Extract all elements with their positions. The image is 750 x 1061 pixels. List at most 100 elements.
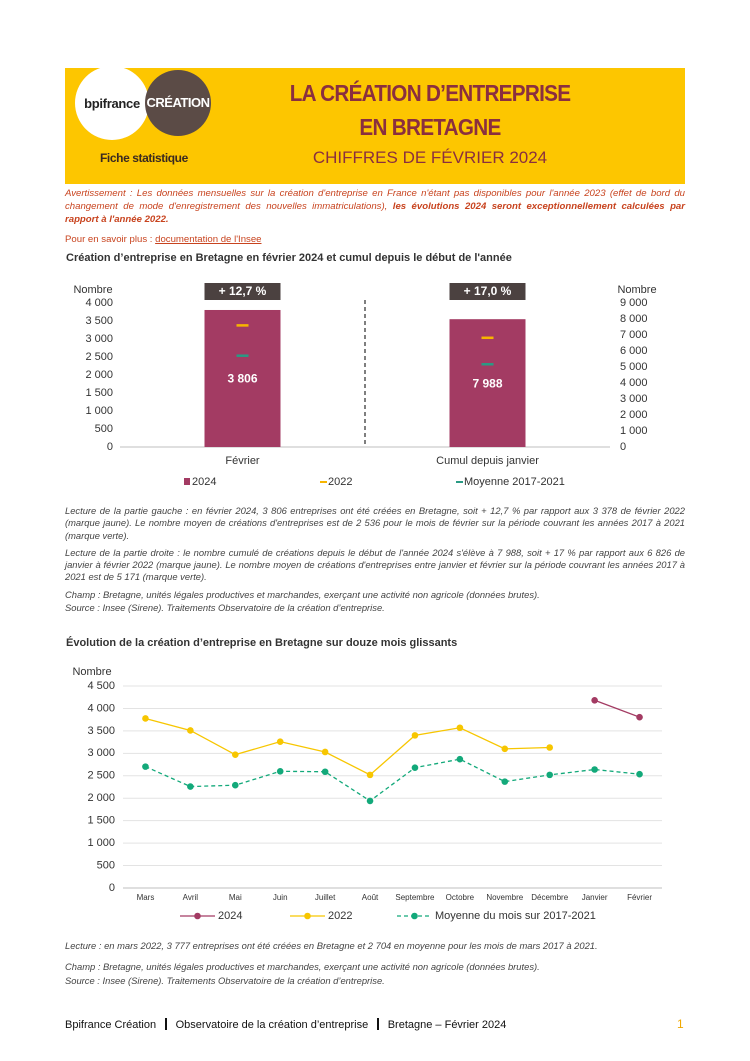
warning-text: Avertissement : Les données mensuelles s… bbox=[65, 188, 685, 212]
legend-label: 2022 bbox=[328, 476, 352, 488]
point bbox=[456, 755, 464, 763]
logo-creation: CRÉATION bbox=[145, 70, 211, 136]
legend-label: Moyenne 2017-2021 bbox=[464, 476, 565, 488]
point bbox=[501, 778, 509, 785]
warning: Avertissement : Les données mensuelles s… bbox=[65, 187, 685, 226]
y2-tick-label: 3 000 bbox=[620, 393, 648, 405]
legend-label: 2024 bbox=[218, 910, 242, 922]
y2-tick-label: 8 000 bbox=[620, 313, 648, 325]
point bbox=[546, 744, 554, 751]
point bbox=[142, 715, 149, 722]
footer: Bpifrance Création Observatoire de la cré… bbox=[65, 1018, 506, 1031]
logo-text: CRÉATION bbox=[146, 95, 210, 110]
note: Source : Insee (Sirene). Traitements Obs… bbox=[65, 602, 385, 614]
more-info: Pour en savoir plus : documentation de l… bbox=[65, 234, 262, 245]
y-tick-label: 1 000 bbox=[85, 405, 113, 417]
point bbox=[636, 713, 643, 721]
point bbox=[276, 767, 284, 775]
point bbox=[636, 770, 643, 778]
note: Lecture de la partie droite : le nombre … bbox=[65, 546, 685, 583]
y2-tick-label: 4 000 bbox=[620, 377, 648, 389]
point bbox=[546, 771, 554, 779]
value-label: 7 988 bbox=[472, 376, 502, 390]
y-tick-label: 1 500 bbox=[85, 387, 113, 399]
y-tick-label: 3 000 bbox=[85, 333, 113, 345]
y-tick-label: 0 bbox=[107, 441, 113, 453]
separator bbox=[377, 1018, 379, 1030]
subtitle: CHIFFRES DE FÉVRIER 2024 bbox=[312, 148, 548, 167]
point bbox=[411, 764, 419, 771]
value-label: 3 806 bbox=[227, 372, 257, 386]
chart-title: Évolution de la création d’entreprise en… bbox=[66, 636, 457, 649]
legend-swatch-dot bbox=[411, 912, 418, 920]
legend-label: 2022 bbox=[328, 910, 352, 922]
y-tick-label: 2 000 bbox=[85, 369, 113, 381]
header-tag: Fiche statistique bbox=[100, 151, 188, 165]
legend-swatch bbox=[184, 478, 190, 485]
point bbox=[501, 745, 509, 753]
point bbox=[366, 797, 374, 805]
x-tick-label: Avril bbox=[183, 893, 199, 902]
page-number: 1 bbox=[677, 1017, 684, 1031]
x-tick-label: Cumul depuis janvier bbox=[436, 455, 539, 467]
notes-2: Lecture : en mars 2022, 3 777 entreprise… bbox=[65, 940, 685, 992]
logo-bpifrance: bpifrance bbox=[75, 66, 149, 140]
chart-title: Création d’entreprise en Bretagne en fév… bbox=[66, 252, 512, 264]
x-tick-label: Décembre bbox=[531, 893, 568, 902]
annotation: + 17,0 % bbox=[464, 284, 512, 298]
y-tick-label: 4 000 bbox=[87, 702, 115, 714]
insee-link[interactable]: documentation de l'Insee bbox=[155, 234, 262, 245]
point bbox=[366, 771, 374, 779]
legend-label: 2024 bbox=[192, 476, 216, 488]
title: EN BRETAGNE bbox=[359, 114, 501, 140]
point bbox=[231, 781, 239, 789]
x-tick-label: Juin bbox=[273, 893, 288, 902]
y2-tick-label: 1 000 bbox=[620, 425, 648, 437]
logo-text: bpifrance bbox=[84, 96, 140, 111]
note: Champ : Bretagne, unités légales product… bbox=[65, 961, 540, 973]
point bbox=[321, 768, 329, 776]
x-tick-label: Juillet bbox=[315, 893, 336, 902]
y-tick-label: 500 bbox=[95, 423, 113, 435]
series-line bbox=[145, 758, 640, 802]
footer-part: Bretagne – Février 2024 bbox=[387, 1019, 507, 1031]
y2-axis-label: Nombre bbox=[617, 284, 656, 296]
y-tick-label: 3 000 bbox=[87, 747, 115, 759]
y-tick-label: 2 500 bbox=[85, 351, 113, 363]
x-tick-label: Août bbox=[362, 893, 379, 902]
more-text: Pour en savoir plus : bbox=[65, 234, 156, 245]
y-axis-label: Nombre bbox=[72, 666, 111, 678]
warning-emphasis: les évolutions 2024 seront exceptionnell… bbox=[65, 201, 685, 225]
chart-2: Évolution de la création d’entreprise en… bbox=[66, 636, 662, 922]
point bbox=[187, 783, 194, 790]
annotation-box bbox=[449, 283, 526, 300]
x-tick-label: Septembre bbox=[395, 893, 435, 902]
x-tick-label: Octobre bbox=[446, 893, 475, 902]
note: Champ : Bretagne, unités légales product… bbox=[65, 588, 540, 600]
x-tick-label: Janvier bbox=[582, 893, 608, 902]
point bbox=[142, 763, 149, 770]
y2-tick-label: 2 000 bbox=[620, 409, 648, 421]
y-tick-label: 3 500 bbox=[87, 725, 115, 737]
x-tick-label: Février bbox=[627, 893, 652, 902]
point bbox=[231, 751, 239, 758]
legend-swatch-dot bbox=[194, 912, 201, 920]
y-tick-label: 500 bbox=[97, 859, 115, 871]
separator bbox=[165, 1018, 167, 1030]
chart-1: Création d’entreprise en Bretagne en fév… bbox=[66, 252, 657, 488]
y-tick-label: 4 500 bbox=[87, 680, 115, 692]
title: LA CRÉATION D’ENTREPRISE bbox=[289, 80, 571, 106]
series-line bbox=[145, 717, 550, 776]
y-tick-label: 3 500 bbox=[85, 315, 113, 327]
annotation: + 12,7 % bbox=[219, 284, 267, 298]
note: Lecture : en mars 2022, 3 777 entreprise… bbox=[65, 940, 598, 951]
point bbox=[187, 727, 194, 734]
point bbox=[456, 724, 464, 732]
point bbox=[276, 738, 284, 745]
y2-tick-label: 9 000 bbox=[620, 297, 648, 309]
x-tick-label: Mars bbox=[137, 893, 155, 902]
x-tick-label: Novembre bbox=[486, 893, 523, 902]
y2-tick-label: 0 bbox=[620, 441, 626, 453]
y-tick-label: 1 000 bbox=[87, 837, 115, 849]
